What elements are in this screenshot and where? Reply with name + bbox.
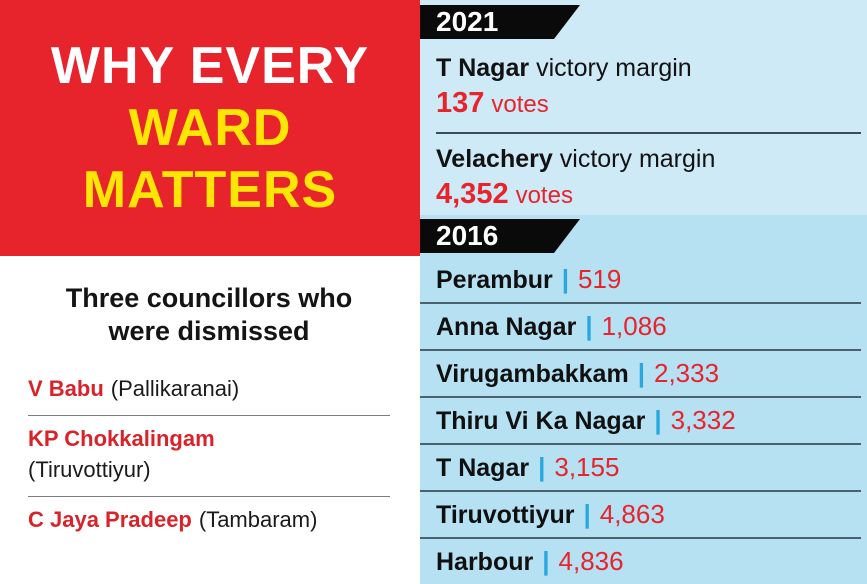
ward-row: Tiruvottiyur | 4,863 (420, 492, 861, 539)
divider (436, 132, 861, 134)
councillor-ward: (Pallikaranai) (110, 375, 240, 401)
year-banner-2016: 2016 (420, 219, 580, 253)
ward-row: Virugambakkam | 2,333 (420, 351, 861, 398)
margin-entry-line: T Nagar victory margin (436, 53, 857, 84)
ward-name: Virugambakkam (436, 360, 629, 388)
margin-value: 1,086 (601, 311, 667, 341)
councillor-name: KP Chokkalingam (28, 426, 215, 452)
margin-value: 137 (436, 87, 485, 119)
ward-row: Thiru Vi Ka Nagar | 3,332 (420, 398, 861, 445)
margin-value: 4,836 (558, 546, 624, 576)
ward-row: Harbour | 4,836 (420, 539, 861, 584)
divider (28, 496, 390, 498)
margin-value: 3,155 (554, 452, 620, 482)
headline-line-2: WARD (128, 99, 292, 157)
margin-value: 3,332 (670, 405, 736, 435)
ward-row: Anna Nagar | 1,086 (420, 304, 861, 351)
left-column: WHY EVERY WARD MATTERS Three councillors… (0, 0, 420, 579)
headline-line-3: MATTERS (82, 161, 338, 219)
margin-value-line: 4,352 votes (436, 177, 857, 211)
victory-margin-entry: Velachery victory margin 4,352 votes (420, 142, 867, 215)
separator: | (538, 452, 546, 482)
separator: | (585, 311, 593, 341)
margin-value: 4,863 (599, 499, 665, 529)
separator: | (654, 405, 662, 435)
ward-row: T Nagar | 3,155 (420, 445, 861, 492)
councillor-item: KP Chokkalingam (Tiruvottiyur) (28, 416, 390, 496)
councillor-item: C Jaya Pradeep (Tambaram) (28, 497, 390, 547)
headline-block: WHY EVERY WARD MATTERS (0, 0, 420, 256)
separator: | (561, 264, 569, 294)
margin-label: victory margin (536, 54, 692, 82)
councillor-item: V Babu (Pallikaranai) (28, 366, 390, 416)
right-column: 2021 T Nagar victory margin 137 votes Vela… (420, 0, 867, 584)
separator: | (542, 546, 550, 576)
divider (28, 415, 390, 417)
margin-label: victory margin (559, 145, 716, 173)
margin-value: 519 (578, 264, 622, 294)
separator: | (637, 358, 645, 388)
ward-name: Thiru Vi Ka Nagar (436, 407, 646, 435)
margin-value-line: 137 votes (436, 86, 857, 120)
councillor-ward: (Tambaram) (198, 507, 318, 533)
section-2016: 2016 Perambur | 519 Anna Nagar | 1,086 V… (420, 215, 867, 584)
dismissed-heading: Three councillors who were dismissed (65, 283, 353, 346)
councillor-name: C Jaya Pradeep (28, 507, 192, 533)
dismissed-section: Three councillors who were dismissed V B… (0, 256, 420, 547)
margin-entry-line: Velachery victory margin (436, 144, 857, 175)
ward-name: Perambur (436, 266, 553, 294)
margin-value: 4,352 (436, 178, 509, 210)
ward-name: Harbour (436, 548, 534, 576)
ward-row: Perambur | 519 (420, 257, 861, 304)
councillor-name: V Babu (28, 375, 104, 401)
year-banner-2021: 2021 (420, 5, 580, 39)
margin-value: 2,333 (653, 358, 720, 388)
ward-name: Anna Nagar (436, 313, 577, 341)
margin-unit: votes (515, 182, 573, 209)
victory-margin-entry: T Nagar victory margin 137 votes (420, 51, 867, 124)
councillor-ward: (Tiruvottiyur) (28, 456, 151, 482)
section-2021: 2021 T Nagar victory margin 137 votes Vela… (420, 0, 867, 215)
ward-name: T Nagar (436, 454, 530, 482)
margin-unit: votes (491, 91, 549, 118)
ward-name: T Nagar (436, 54, 530, 82)
headline-line-1: WHY EVERY (50, 37, 370, 95)
separator: | (583, 499, 591, 529)
ward-name: Tiruvottiyur (436, 501, 575, 529)
ward-name: Velachery (436, 145, 553, 173)
